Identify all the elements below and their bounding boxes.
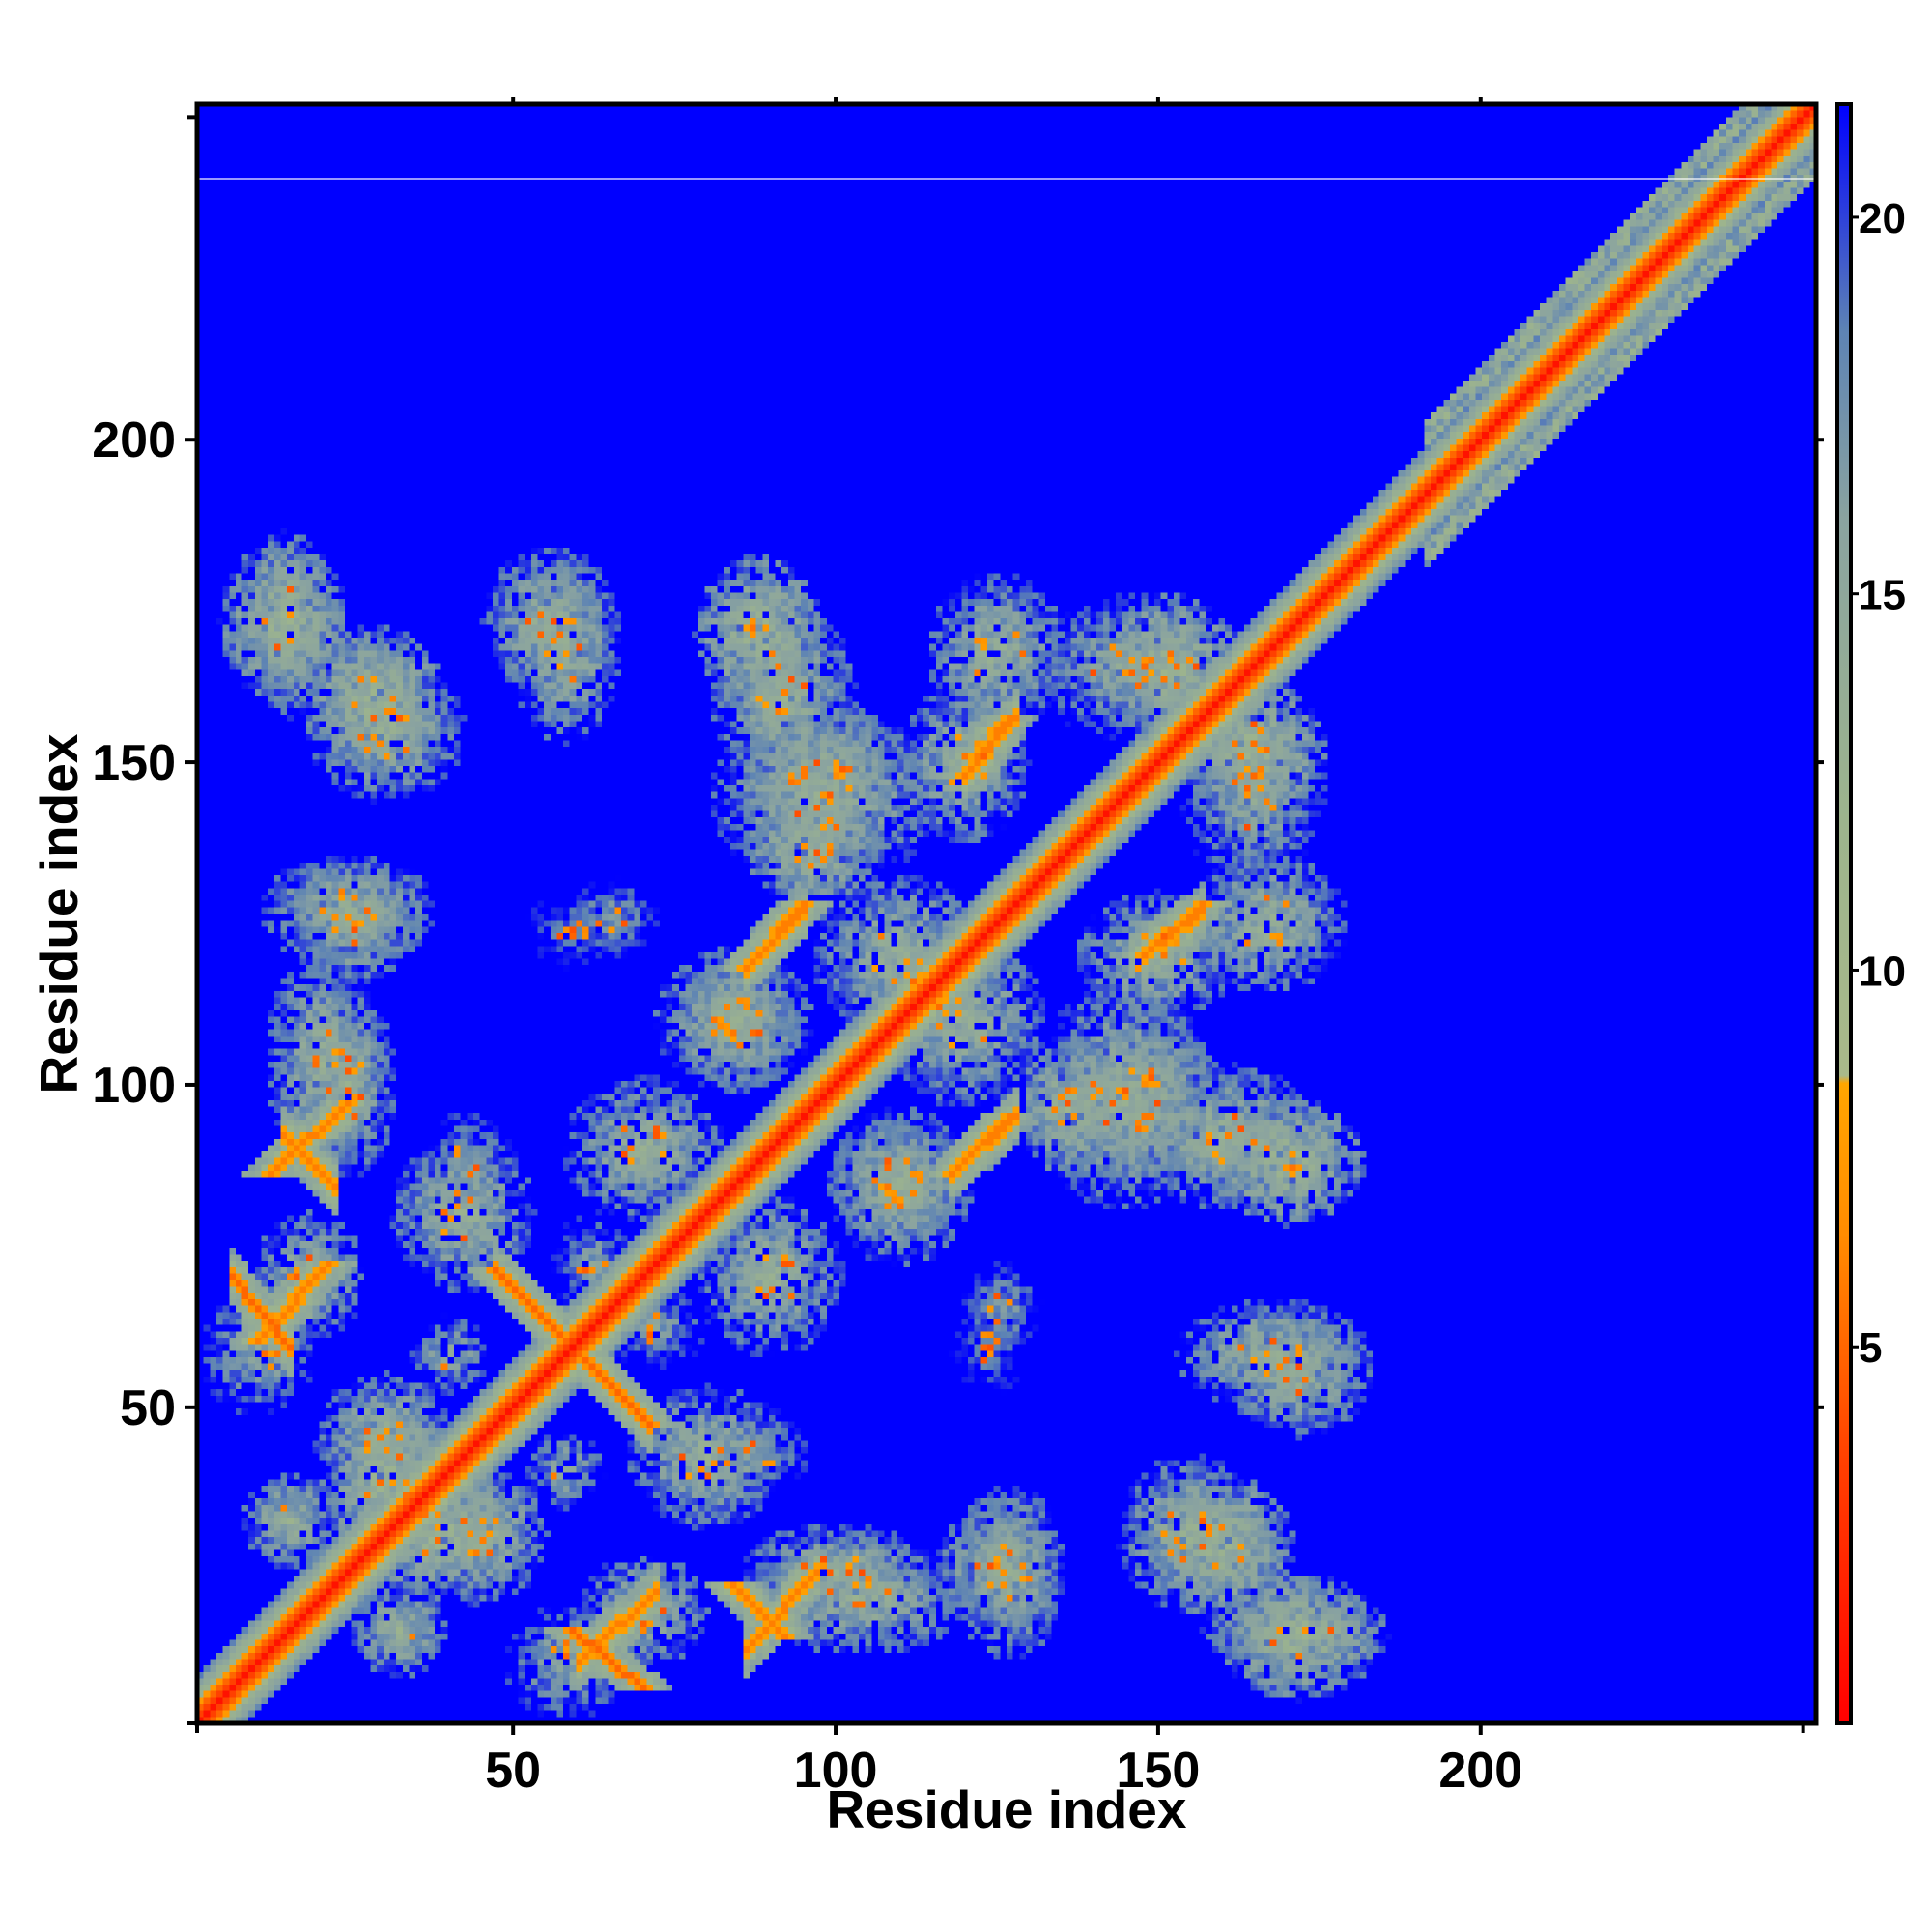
y-tick-label: 50 xyxy=(120,1380,176,1436)
x-axis-title: Residue index xyxy=(827,1779,1187,1839)
plot-frame xyxy=(194,101,1819,1726)
y-axis-title: Residue index xyxy=(29,733,89,1094)
colorbar-tick-label: 15 xyxy=(1859,572,1906,619)
colorbar-frame xyxy=(1835,102,1853,1725)
colorbar-fill xyxy=(1837,104,1851,1723)
y-tick-label: 150 xyxy=(92,735,176,791)
y-tick-label: 200 xyxy=(92,412,176,469)
colorbar-ticks: 5 10 15 20 xyxy=(1851,195,1906,1372)
heatmap-plot-area xyxy=(194,101,1819,1726)
x-tick-label: 50 xyxy=(485,1743,541,1799)
colorbar-tick-label: 5 xyxy=(1859,1324,1882,1372)
colorbar-tick-label: 20 xyxy=(1859,195,1906,242)
x-tick-label: 100 xyxy=(794,1743,878,1799)
heatmap-cells xyxy=(197,104,1816,1723)
x-axis: 50 100 150 200 xyxy=(195,97,1805,1799)
y-tick-label: 100 xyxy=(92,1058,176,1114)
colorbar-tick-label: 10 xyxy=(1859,948,1906,995)
x-tick-label: 150 xyxy=(1117,1743,1201,1799)
x-tick-label: 200 xyxy=(1438,1743,1522,1799)
colorbar: 5 10 15 20 xyxy=(1835,102,1906,1725)
y-axis: 50 100 150 200 xyxy=(92,115,1824,1725)
